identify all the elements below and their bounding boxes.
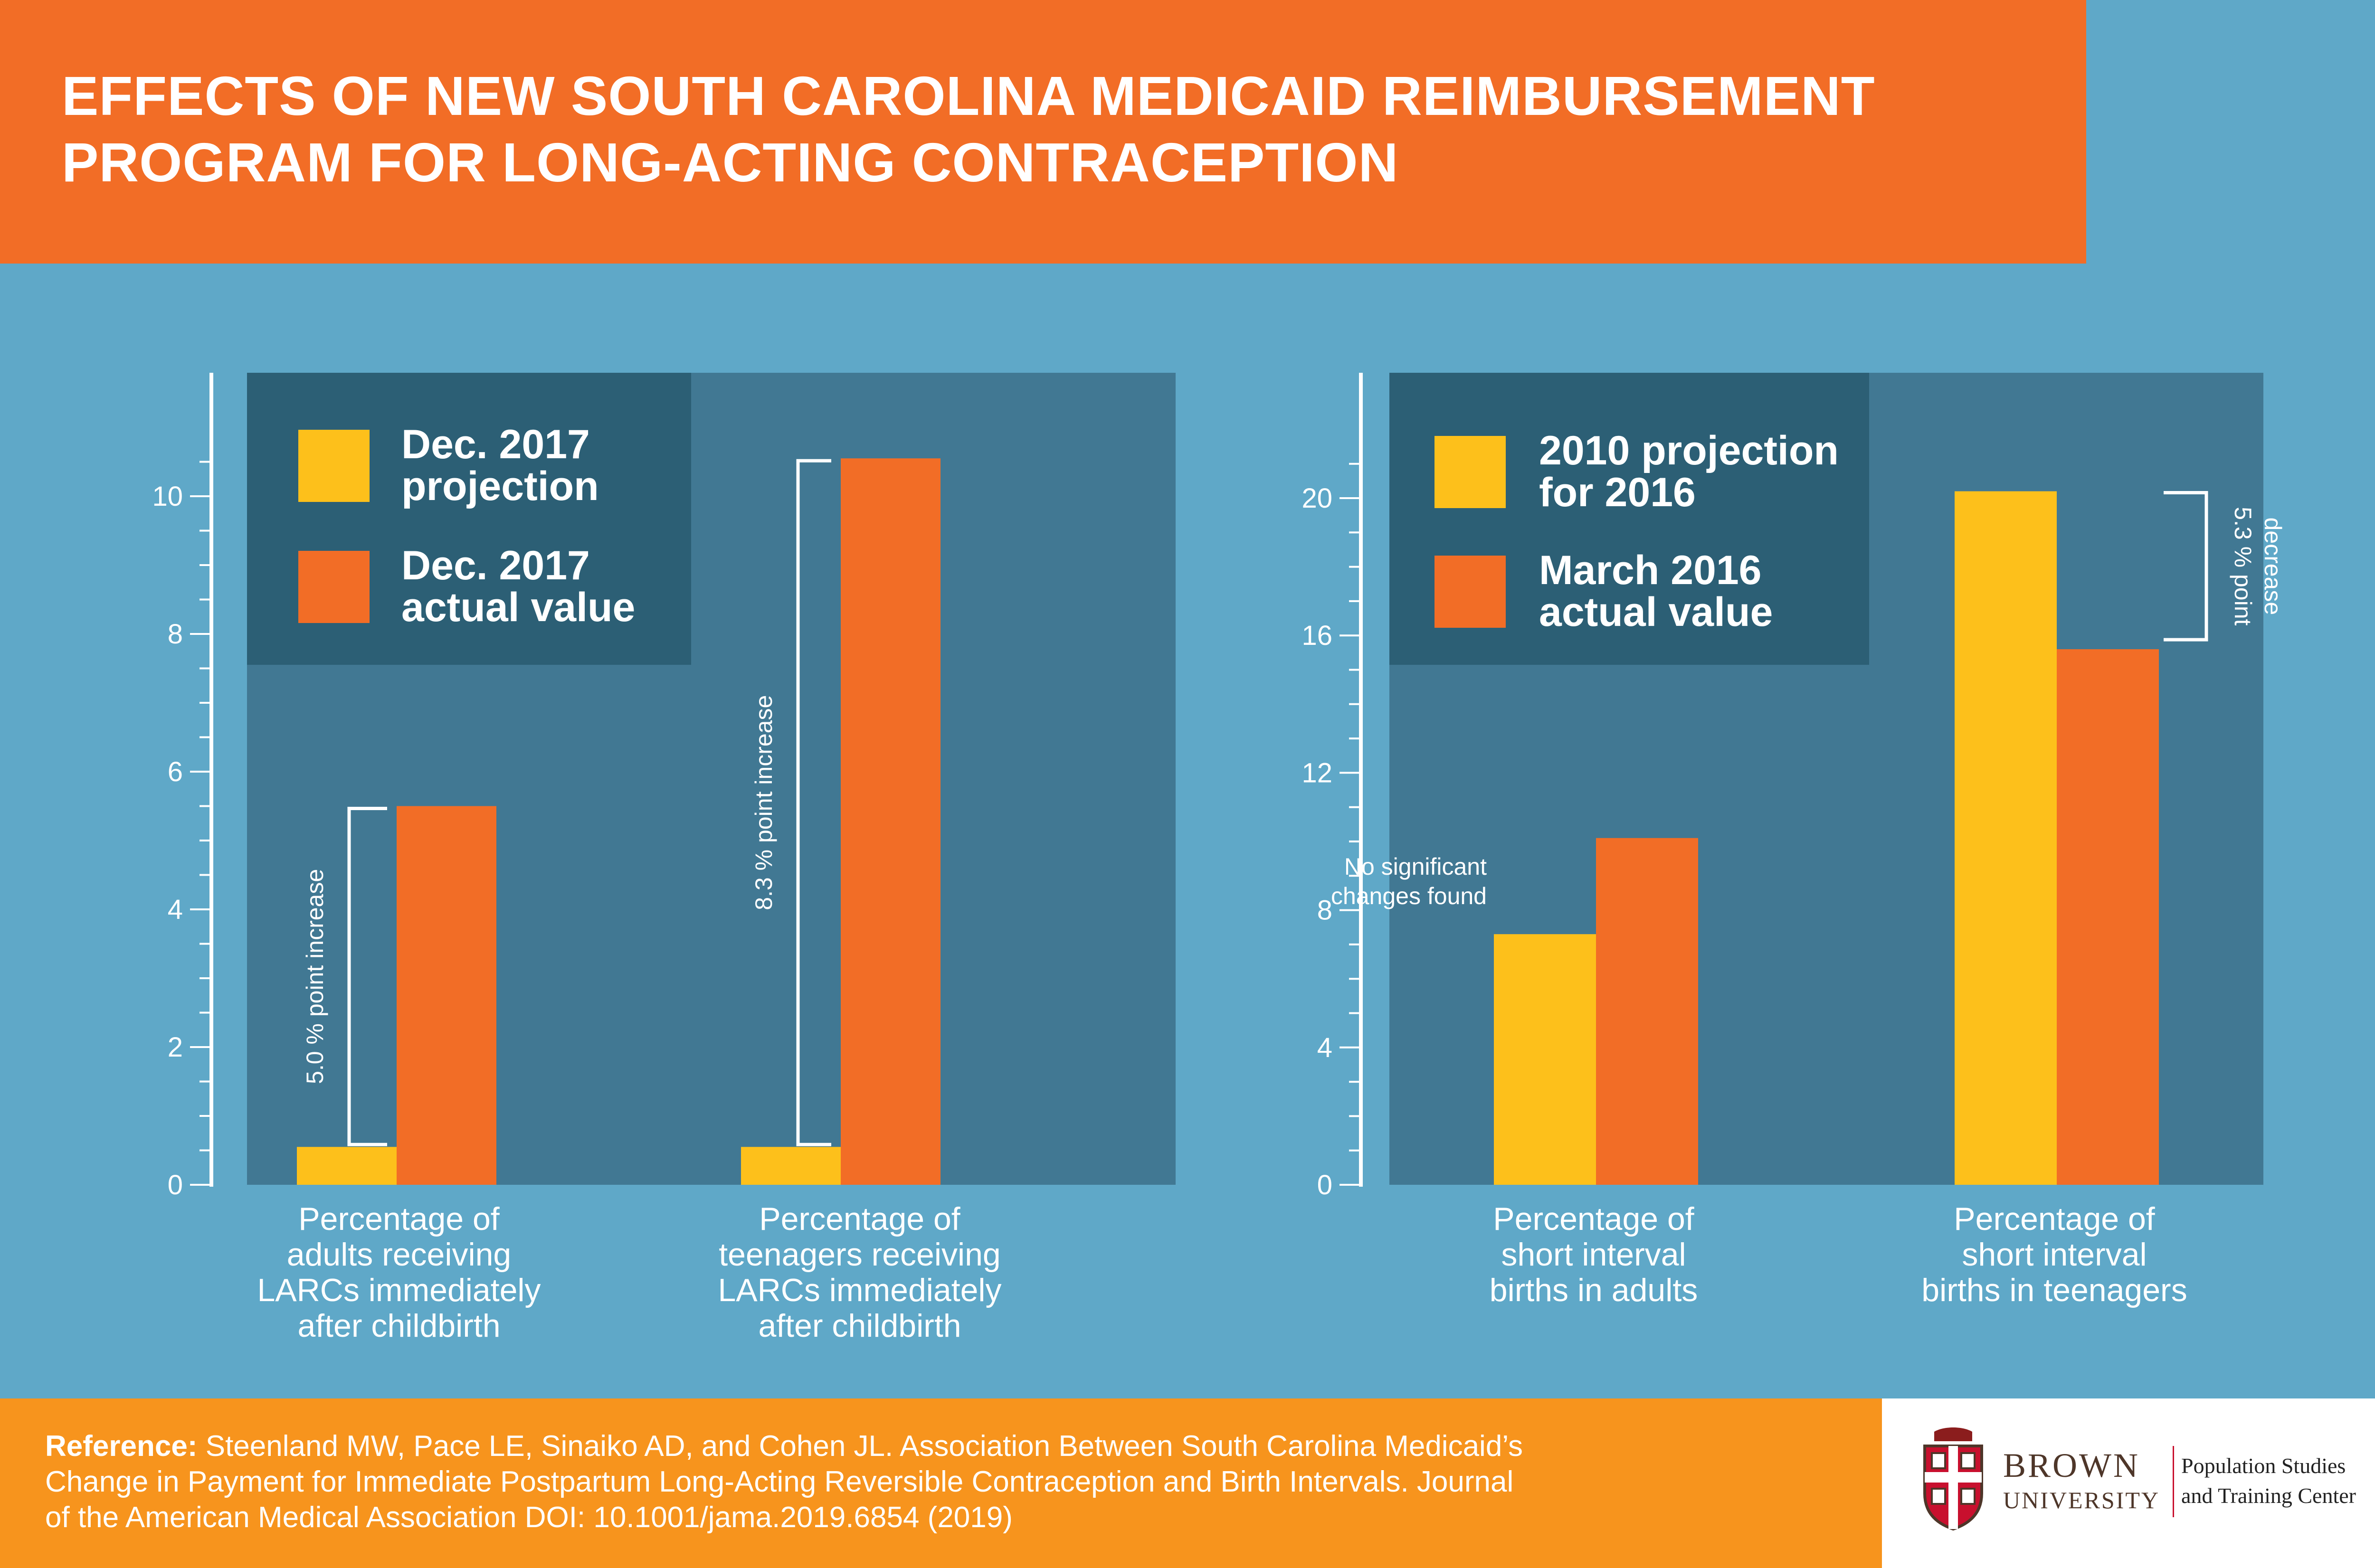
bar-actual [397, 806, 496, 1185]
y-tick-label: 10 [152, 481, 183, 512]
legend-label: 2010 projection [1539, 428, 1839, 473]
reference-line-3: of the American Medical Association DOI:… [45, 1501, 1013, 1534]
y-tick-label: 20 [1302, 483, 1332, 514]
bar-projection [741, 1147, 841, 1185]
bar-projection [297, 1147, 397, 1185]
y-tick-label: 2 [168, 1032, 183, 1063]
reference-line-2: Change in Payment for Immediate Postpart… [45, 1465, 1514, 1498]
legend-swatch [1434, 556, 1506, 628]
category-label-line: births in teenagers [1921, 1272, 2187, 1308]
annotation-label: 8.3 % point increase [750, 695, 777, 910]
legend-label: Dec. 2017 [401, 543, 590, 588]
category-label-line: births in adults [1490, 1272, 1698, 1308]
category-label-line: short interval [1501, 1237, 1686, 1273]
logo-area: BROWN UNIVERSITY Population Studies and … [1882, 1398, 2375, 1568]
category-label-line: after childbirth [297, 1308, 500, 1344]
legend-swatch [1434, 436, 1506, 508]
category-label-line: short interval [1962, 1237, 2147, 1273]
annotation-bracket [796, 459, 831, 1146]
legend-label: actual value [401, 585, 635, 630]
y-tick-label: 16 [1302, 620, 1332, 651]
category-label-line: LARCs immediately [257, 1272, 541, 1308]
logo-divider [2173, 1446, 2174, 1517]
legend-swatch [298, 430, 370, 502]
y-tick-label: 8 [1317, 895, 1332, 926]
title-line-1: EFFECTS OF NEW SOUTH CAROLINA MEDICAID R… [62, 65, 1875, 127]
category-label-line: Percentage of [759, 1201, 960, 1237]
bar-actual [1596, 838, 1698, 1185]
annotation-label: decrease [2260, 517, 2286, 615]
legend-label: for 2016 [1539, 470, 1696, 515]
title-banner: EFFECTS OF NEW SOUTH CAROLINA MEDICAID R… [0, 0, 2086, 264]
bar-actual [841, 458, 940, 1185]
reference-label: Reference: [45, 1430, 198, 1463]
legend-label: projection [401, 463, 599, 509]
bar-projection [1494, 934, 1596, 1185]
bar-actual [2057, 649, 2159, 1185]
legend-label: actual value [1539, 589, 1773, 635]
annotation-label: 5.0 % point increase [302, 869, 328, 1084]
category-label-line: LARCs immediately [718, 1272, 1001, 1308]
y-tick-label: 0 [1317, 1170, 1332, 1200]
reference-footer: Reference: Steenland MW, Pace LE, Sinaik… [0, 1398, 1882, 1568]
annotation-label: No significant [1344, 853, 1487, 880]
category-label-line: teenagers receiving [719, 1237, 1000, 1273]
category-label-line: Percentage of [298, 1201, 500, 1237]
y-tick-label: 4 [1317, 1032, 1332, 1063]
y-tick-label: 12 [1302, 757, 1332, 788]
annotation-bracket [347, 807, 387, 1146]
y-tick-label: 0 [168, 1170, 183, 1200]
category-label-line: Percentage of [1954, 1201, 2155, 1237]
legend-label: Dec. 2017 [401, 422, 590, 467]
university-subtitle: UNIVERSITY [2003, 1487, 2160, 1513]
legend-swatch [298, 551, 370, 623]
y-tick-label: 6 [168, 756, 183, 787]
reference-line-1: Reference: Steenland MW, Pace LE, Sinaik… [45, 1429, 1523, 1463]
brown-shield-icon [1923, 1427, 1983, 1531]
reference-text-1: Steenland MW, Pace LE, Sinaiko AD, and C… [197, 1430, 1523, 1463]
category-label-line: after childbirth [758, 1308, 961, 1344]
university-name: BROWN [2003, 1446, 2140, 1484]
category-label-line: adults receiving [287, 1237, 511, 1273]
center-name-line-1: Population Studies [2181, 1454, 2346, 1478]
y-tick-label: 8 [168, 619, 183, 650]
y-tick-label: 4 [168, 894, 183, 925]
title-line-2: PROGRAM FOR LONG-ACTING CONTRACEPTION [62, 132, 1399, 193]
center-name-line-2: and Training Center [2181, 1483, 2356, 1508]
category-label-line: Percentage of [1493, 1201, 1694, 1237]
annotation-bracket [2164, 491, 2208, 642]
legend-label: March 2016 [1539, 548, 1762, 593]
annotation-label: 5.3 % point [2230, 507, 2256, 625]
bar-projection [1955, 491, 2057, 1185]
annotation-label: changes found [1331, 883, 1487, 909]
